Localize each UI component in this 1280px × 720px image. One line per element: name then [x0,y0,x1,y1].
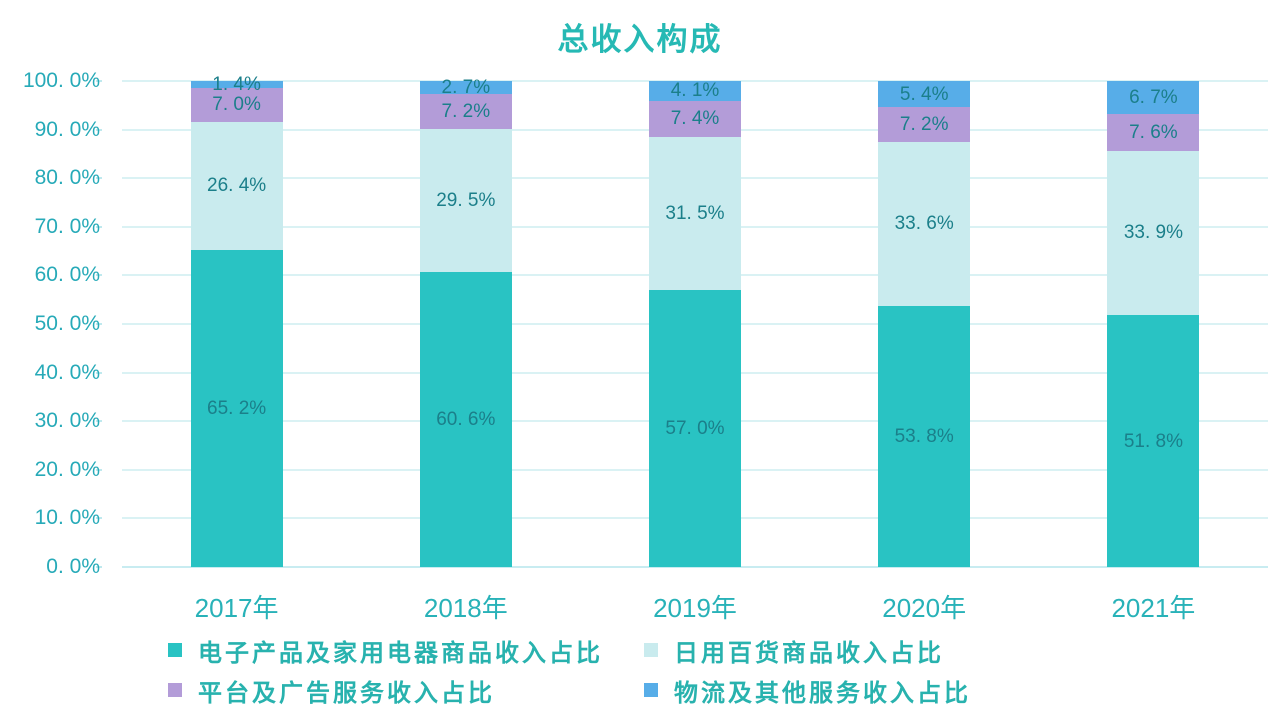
y-axis-tick [96,468,102,471]
data-label: 57. 0% [665,417,725,439]
legend-item-1: 电子产品及家用电器商品收入占比 [168,630,603,670]
data-label: 2. 7% [441,77,491,99]
y-axis-label: 0. 0% [46,555,100,578]
y-axis-tick [96,323,102,325]
data-label: 33. 9% [1123,222,1183,244]
legend-label: 平台及广告服务收入占比 [198,679,495,707]
data-label: 7. 6% [1129,121,1178,143]
y-axis-label: 60. 0% [34,263,100,287]
legend-label: 电子产品及家用电器商品收入占比 [198,639,603,667]
data-label: 4. 1% [670,80,720,102]
y-axis-tick [96,566,102,568]
data-label: 60. 6% [436,409,496,431]
bar-segment-series2: 33. 9% [1107,150,1200,316]
data-label: 7. 2% [899,114,949,136]
data-label: 7. 0% [212,94,261,116]
data-label: 31. 5% [665,202,725,224]
bar-segment-series2: 29. 5% [419,129,512,273]
x-axis-label: 2019年 [653,593,737,623]
y-axis-label: 20. 0% [34,457,100,481]
y-axis-label: 70. 0% [34,214,100,238]
legend-label: 日用百货商品收入占比 [674,639,944,667]
bar-segment-series1: 57. 0% [649,289,741,567]
bar-segment-series4: 5. 4% [878,81,971,108]
bar-2017年: 65. 2% 26. 4% 7. 0% 1. 4% [190,75,283,567]
data-label: 26. 4% [207,175,267,197]
y-axis-tick [96,371,102,374]
y-axis-label: 90. 0% [34,117,100,141]
legend-item-4: 物流及其他服务收入占比 [644,670,971,710]
y-axis-tick [96,128,102,131]
bar-segment-series3: 7. 2% [419,94,512,130]
bar-segment-series2: 26. 4% [190,121,283,251]
bar-segment-series3: 7. 4% [649,100,741,137]
y-axis-label: 40. 0% [34,360,100,384]
bar-2018年: 60. 6% 29. 5% 7. 2% 2. 7% [419,77,512,567]
data-label: 65. 2% [207,398,267,420]
gridline [122,566,1268,568]
y-axis-tick [96,225,102,228]
data-label: 53. 8% [894,425,954,447]
y-axis-label: 80. 0% [34,166,100,190]
bar-segment-series4: 4. 1% [649,81,741,101]
bar-2021年: 51. 8% 33. 9% 7. 6% 6. 7% [1107,81,1200,567]
data-label: 6. 7% [1129,86,1178,108]
data-label: 29. 5% [436,190,496,212]
bar-segment-series2: 31. 5% [649,136,741,290]
y-axis-tick [96,517,102,520]
y-axis-tick [96,420,102,423]
y-axis-label: 100. 0% [22,69,100,92]
y-axis-label: 50. 0% [34,312,100,335]
legend-marker-icon [168,643,182,657]
bar-2020年: 53. 8% 33. 6% 7. 2% 5. 4% [878,81,971,567]
legend-item-2: 日用百货商品收入占比 [644,630,944,670]
legend-marker-icon [644,683,658,697]
data-label: 7. 2% [441,101,491,123]
x-axis-label: 2021年 [1111,593,1196,623]
y-axis-tick [96,177,102,180]
x-axis-label: 2018年 [423,593,508,623]
bar-segment-series1: 53. 8% [878,305,971,567]
x-axis-label: 2020年 [882,593,967,623]
data-label: 7. 4% [670,108,720,130]
legend: 电子产品及家用电器商品收入占比 日用百货商品收入占比平台及广告服务收入占比 物流及其… [0,630,1280,716]
x-axis-label: 2017年 [194,593,279,623]
bar-segment-series3: 7. 2% [878,107,971,143]
legend-label: 物流及其他服务收入占比 [674,679,971,707]
bar-segment-series4: 1. 4% [190,75,283,94]
bar-segment-series3: 7. 0% [190,87,283,122]
legend-marker-icon [644,643,658,657]
data-label: 1. 4% [212,73,261,95]
bar-segment-series1: 65. 2% [190,250,283,567]
bar-segment-series2: 33. 6% [878,142,971,306]
legend-item-3: 平台及广告服务收入占比 [168,670,495,710]
data-label: 5. 4% [899,83,949,105]
gridline [122,80,1268,82]
y-axis-label: 10. 0% [34,506,100,530]
legend-marker-icon [168,683,182,697]
bar-segment-series1: 51. 8% [1107,315,1200,567]
data-label: 51. 8% [1123,430,1183,452]
bar-segment-series4: 6. 7% [1107,81,1200,114]
chart-title: 总收入构成 [557,22,723,57]
data-label: 33. 6% [894,213,954,235]
y-axis-label: 30. 0% [34,409,100,433]
bar-segment-series4: 2. 7% [419,77,512,99]
bar-segment-series1: 60. 6% [419,272,512,567]
y-axis-tick [96,274,102,277]
bar-2019年: 57. 0% 31. 5% 7. 4% 4. 1% [649,81,741,567]
y-axis-tick [96,80,102,82]
bar-segment-series3: 7. 6% [1107,113,1200,151]
